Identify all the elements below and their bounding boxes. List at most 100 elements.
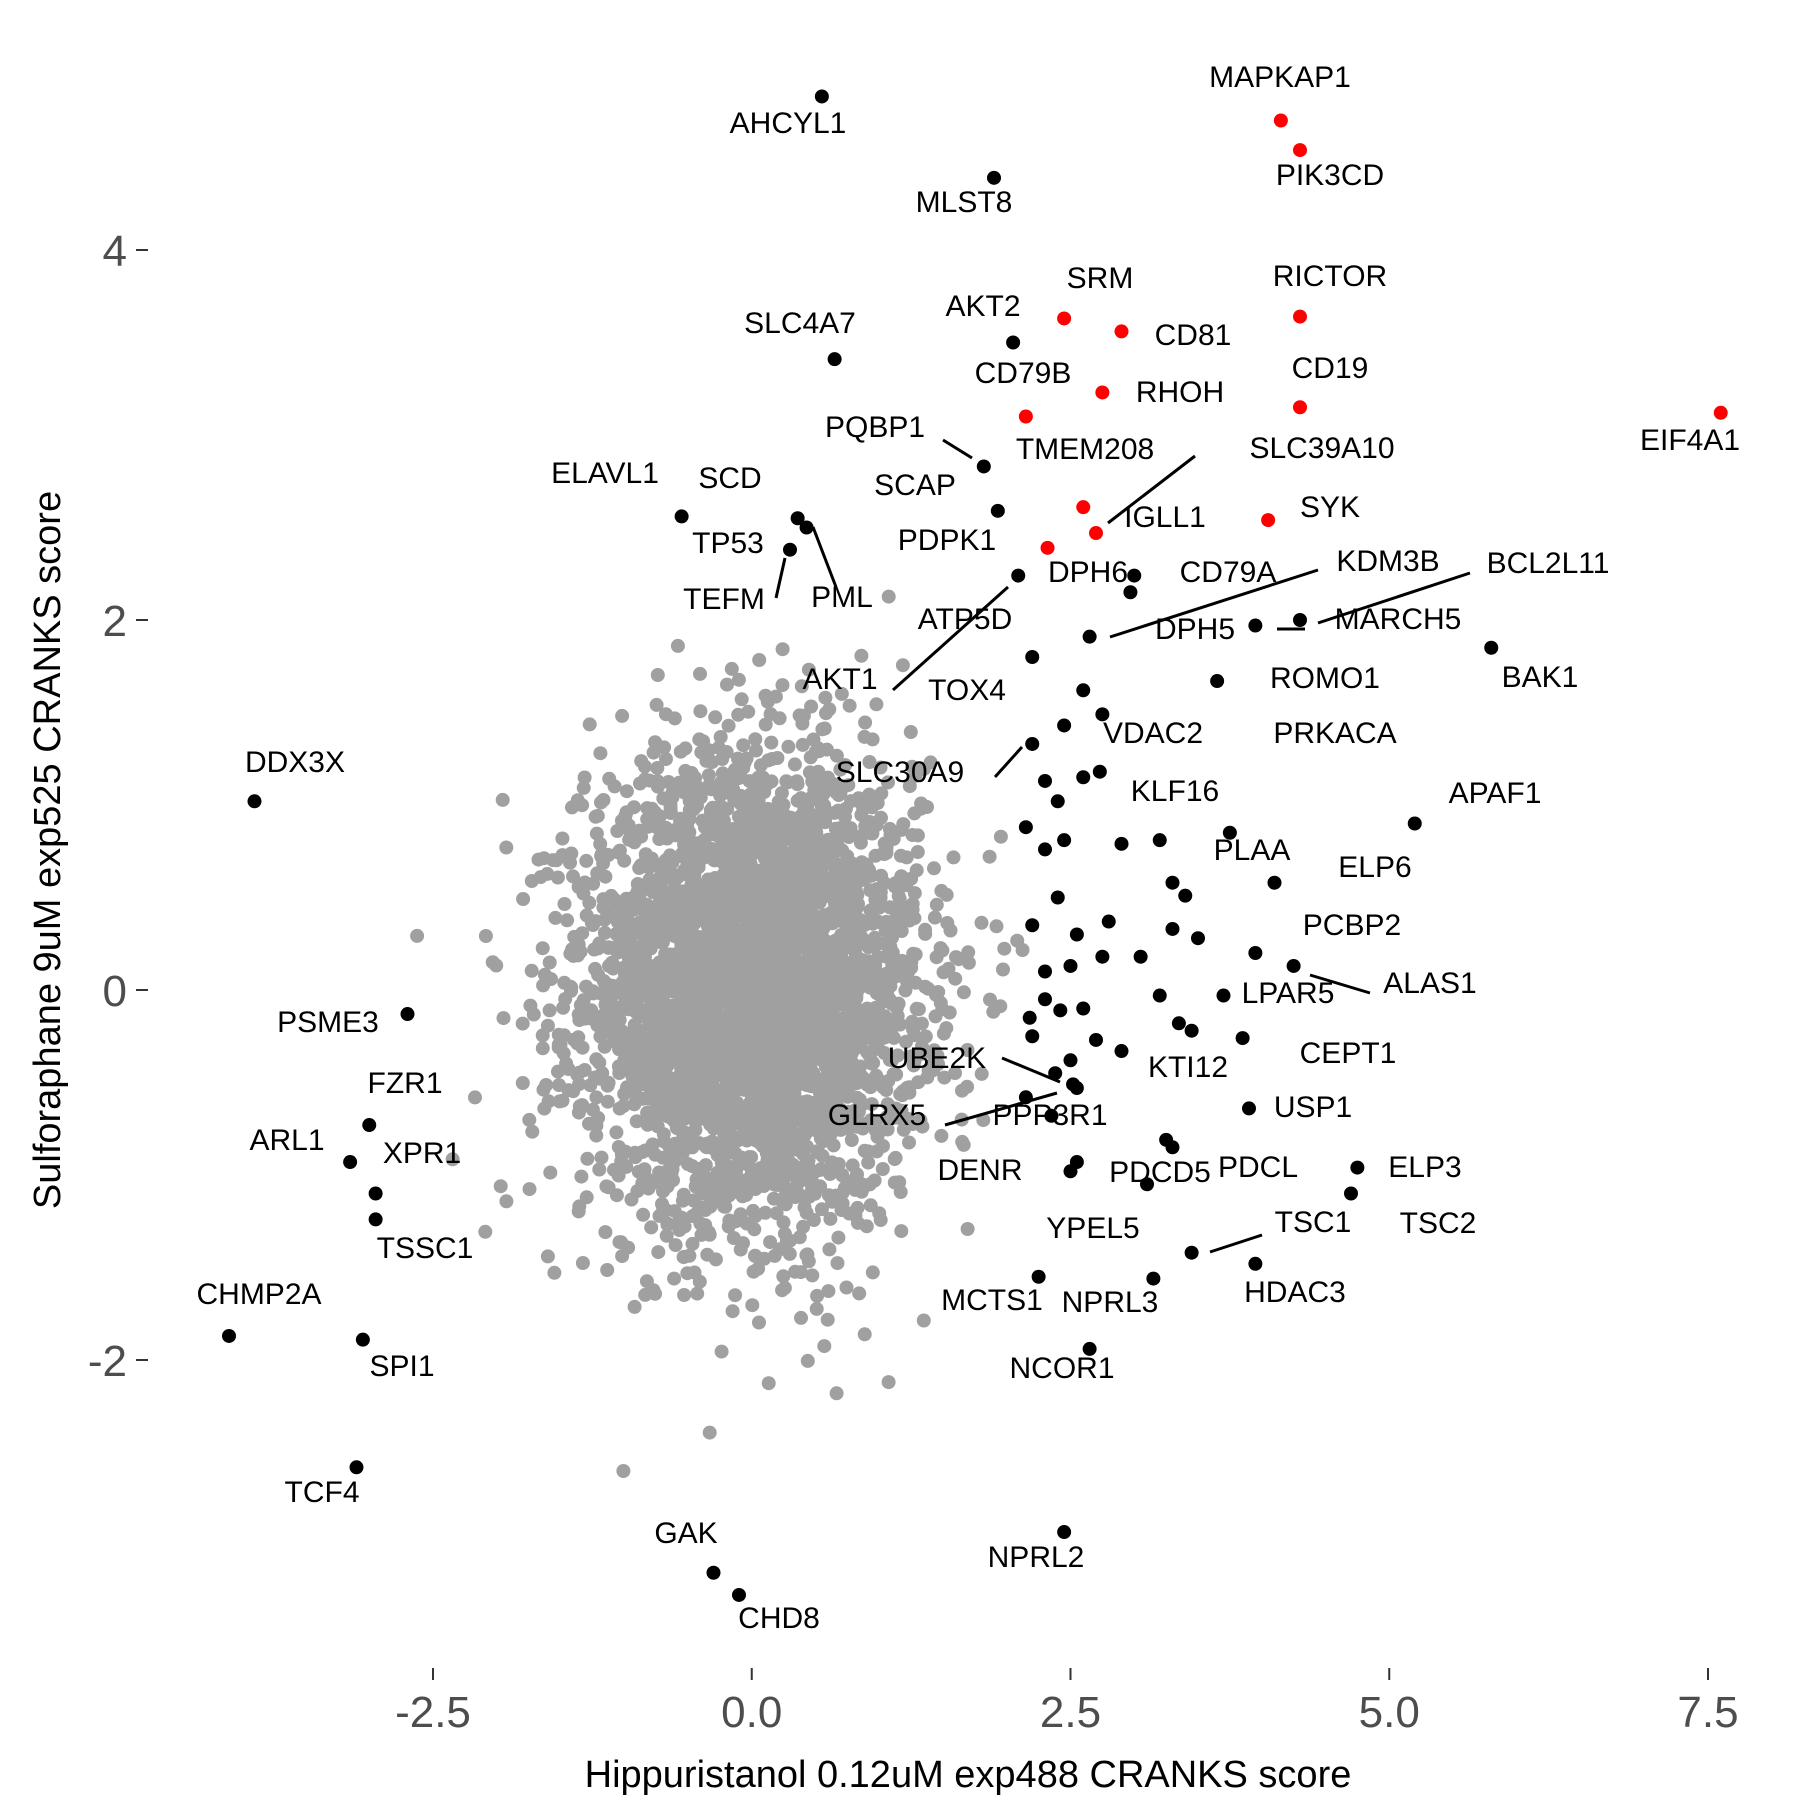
background-point (948, 971, 963, 986)
background-point (548, 910, 563, 925)
background-point (725, 999, 740, 1014)
background-point (673, 744, 688, 759)
label-denr: DENR (937, 1154, 1022, 1187)
x-tick-label: 2.5 (1040, 1688, 1101, 1737)
background-point (774, 805, 789, 820)
background-point (862, 862, 876, 877)
background-point (758, 688, 773, 703)
background-point (910, 845, 925, 859)
background-point (814, 1202, 829, 1217)
background-point (829, 1386, 844, 1401)
background-point (849, 1076, 864, 1090)
background-point (764, 1001, 779, 1016)
y-tick-label: 4 (103, 227, 127, 276)
background-point (913, 1113, 928, 1128)
background-point (927, 910, 942, 925)
background-point (686, 1096, 701, 1111)
background-point (881, 589, 896, 604)
background-point (891, 888, 906, 903)
background-point (796, 1219, 811, 1234)
background-point (810, 1288, 825, 1303)
background-point (728, 900, 743, 915)
background-point (730, 966, 745, 981)
background-point (542, 1003, 557, 1018)
background-point (561, 1062, 576, 1076)
background-point (649, 697, 664, 712)
background-point (663, 801, 678, 816)
background-point (742, 792, 757, 807)
background-point (753, 1090, 768, 1105)
background-point (741, 1002, 756, 1017)
black-point (1044, 1108, 1059, 1123)
background-point (735, 846, 750, 861)
background-point (648, 735, 663, 750)
labeled-point-pml (799, 520, 814, 535)
labeled-point-ddx3x (247, 794, 262, 809)
label-pml: PML (811, 581, 873, 614)
background-point (746, 1203, 761, 1218)
background-point (575, 1256, 590, 1270)
background-point (536, 1082, 551, 1097)
highlighted-point-rhoh (1095, 385, 1110, 400)
background-point (522, 1112, 537, 1127)
background-point (602, 771, 617, 786)
labeled-point-ube2k (1048, 1066, 1063, 1081)
background-point (624, 949, 639, 964)
labeled-point-plaa (1222, 825, 1237, 840)
background-point (883, 827, 898, 842)
background-point (791, 938, 806, 953)
background-point (768, 967, 783, 982)
background-point (879, 1110, 894, 1125)
background-point (747, 1222, 762, 1237)
background-point (894, 869, 909, 884)
background-point (563, 855, 577, 870)
y-axis: -2 0 2 4 (88, 227, 148, 1386)
background-point (600, 1094, 615, 1109)
background-point (493, 1179, 508, 1194)
background-point (820, 770, 835, 785)
background-point (776, 1098, 791, 1113)
black-point (1092, 764, 1107, 779)
background-point (495, 792, 510, 807)
background-point (755, 1021, 770, 1036)
background-point (742, 1120, 757, 1135)
background-point (579, 1190, 594, 1205)
background-point (698, 849, 712, 864)
black-point (1063, 1053, 1078, 1068)
background-point (659, 1228, 674, 1243)
background-point (787, 1086, 802, 1101)
background-point (936, 1026, 951, 1041)
background-point (752, 1315, 766, 1330)
label-scd: SCD (698, 462, 761, 495)
label-scap: SCAP (874, 469, 956, 502)
background-point (720, 802, 735, 817)
background-point (817, 1339, 832, 1354)
background-point (625, 1062, 640, 1077)
background-point (759, 1046, 774, 1061)
label-syk: SYK (1300, 491, 1360, 524)
background-point (632, 823, 647, 838)
background-point (790, 1174, 805, 1189)
background-point (743, 905, 758, 920)
label-leader-lines (774, 438, 1471, 1254)
label-nprl3: NPRL3 (1062, 1286, 1159, 1319)
background-point (638, 1287, 653, 1302)
background-point (597, 1039, 612, 1054)
background-point (685, 1140, 700, 1155)
label-xpr1: XPR1 (383, 1137, 461, 1170)
labeled-point-ppp3r1 (1066, 1077, 1081, 1092)
background-point (877, 1030, 892, 1045)
label-march5: MARCH5 (1335, 603, 1462, 636)
labeled-point-tssc1 (368, 1212, 383, 1227)
background-point (592, 1162, 607, 1177)
background-point (555, 831, 570, 846)
background-point (639, 1274, 654, 1289)
background-point (579, 853, 594, 868)
background-point (802, 1174, 816, 1189)
background-point (733, 769, 748, 784)
background-point (914, 796, 929, 811)
background-point (650, 761, 665, 775)
background-point (868, 892, 883, 907)
background-point (787, 1098, 802, 1113)
